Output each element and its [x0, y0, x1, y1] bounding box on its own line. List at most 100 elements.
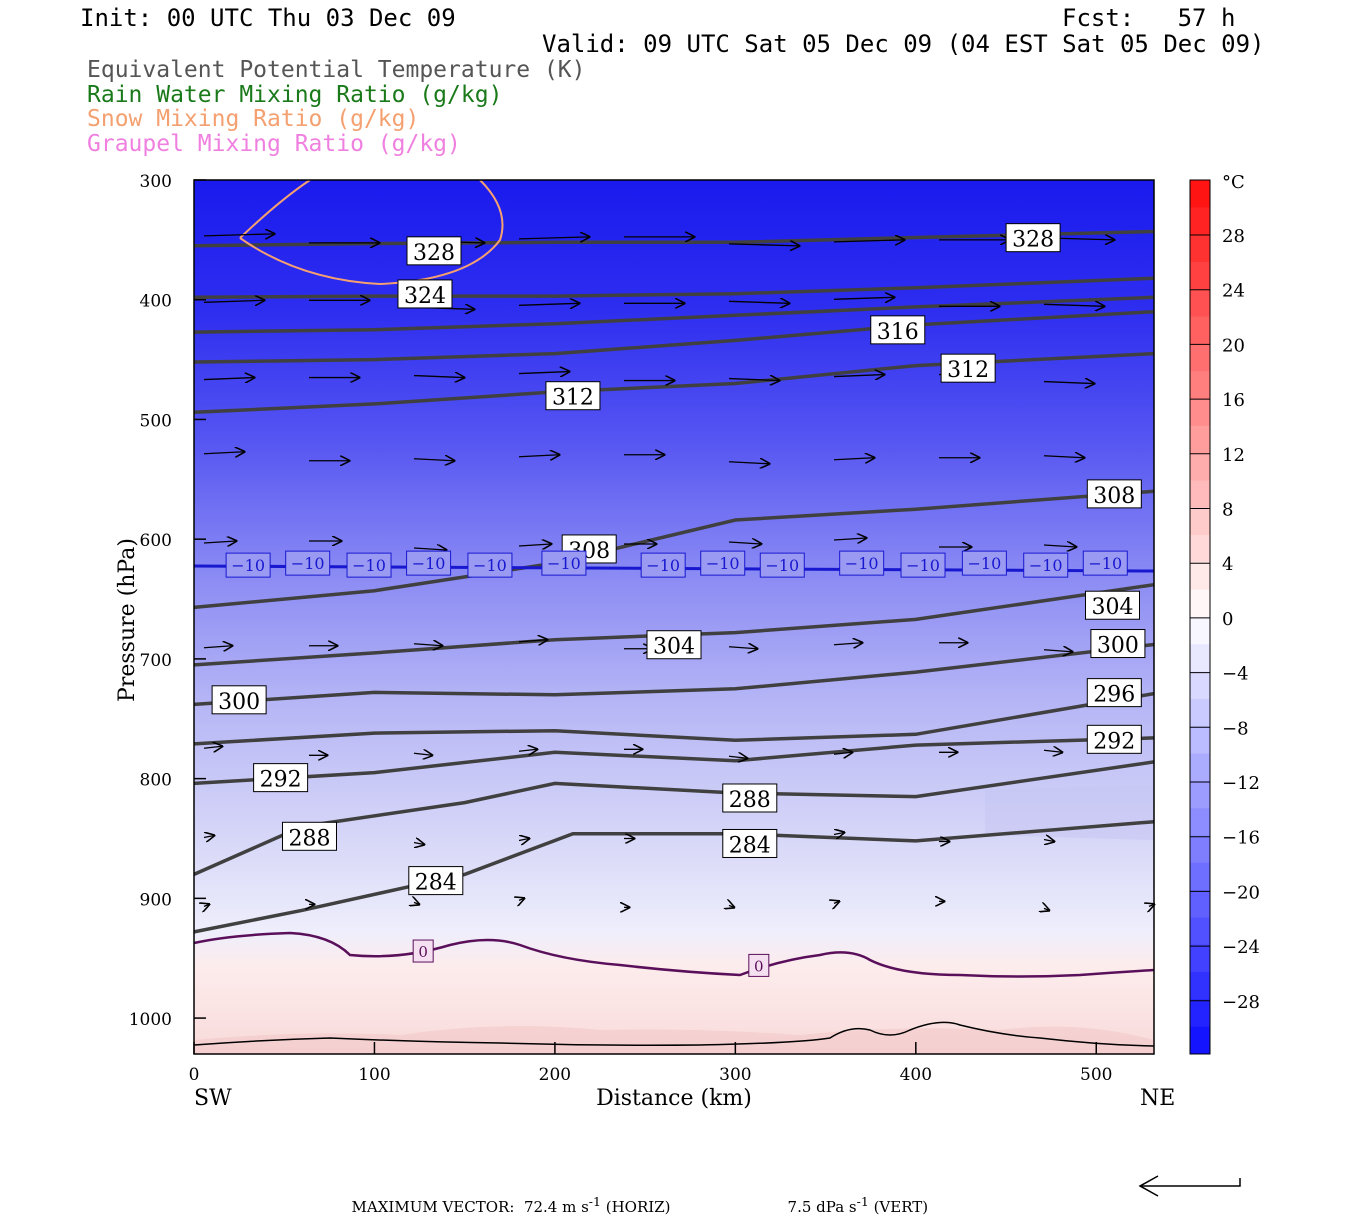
vert-sup: -1	[856, 1194, 869, 1209]
x-axis-label: Distance (km)	[596, 1086, 752, 1111]
contour-label-box	[722, 783, 778, 813]
init-time: Init: 00 UTC Thu 03 Dec 09	[80, 4, 456, 32]
y-tick-label: 300	[140, 172, 172, 192]
isotherm-label-box	[541, 550, 587, 576]
colorbar-swatch	[1190, 535, 1210, 563]
freezing-labels: 00	[412, 939, 770, 977]
colorbar-swatch	[1190, 371, 1210, 399]
contour-label: 296	[1093, 683, 1135, 708]
wind-vector	[413, 753, 432, 755]
isotherm-label-box	[700, 550, 746, 576]
x-tick-label: 400	[900, 1065, 932, 1085]
wind-vector	[518, 749, 537, 751]
colorbar-swatch	[1190, 753, 1210, 782]
max-vector-info: MAXIMUM VECTOR: 72.4 m s-1 (HORIZ)	[342, 1176, 671, 1216]
colorbar-tick-label: 16	[1222, 390, 1245, 411]
y-tick-label: 800	[140, 771, 172, 791]
isotherm-label: −10	[765, 556, 799, 575]
wind-vector	[204, 904, 209, 906]
isotherm-label-box	[961, 550, 1007, 576]
x-tick-label: 100	[358, 1065, 390, 1085]
colorbar-swatch	[1190, 999, 1210, 1028]
wind-vector	[518, 455, 559, 457]
wind-vector	[1043, 750, 1062, 752]
wind-vector	[728, 542, 761, 544]
contour-label: 328	[1012, 228, 1054, 253]
isotherm-label: −10	[231, 556, 265, 575]
theta-e-contour-line	[193, 691, 1155, 746]
wind-vector	[728, 244, 799, 246]
legend-graupel: Graupel Mixing Ratio (g/kg)	[87, 131, 461, 157]
wind-vector	[833, 375, 884, 377]
contour-label-box	[1086, 678, 1142, 708]
wind-vector	[833, 643, 862, 645]
wind-vector	[203, 746, 222, 748]
colorbar-tick-label: −24	[1222, 937, 1260, 958]
colorbar-swatch	[1190, 589, 1210, 618]
colorbar-swatch	[1190, 261, 1210, 290]
contour-label: 312	[552, 386, 594, 411]
contour-label: 304	[653, 635, 695, 660]
isotherm-label-box	[225, 552, 271, 578]
wind-vector	[728, 756, 747, 758]
wind-vector	[833, 240, 904, 242]
reference-vector	[1140, 1178, 1241, 1187]
x-tick-label: 200	[539, 1065, 571, 1085]
wind-vector	[729, 905, 734, 907]
wind-vector	[518, 544, 551, 546]
wind-vector	[203, 646, 232, 648]
colorbar-swatch	[1190, 972, 1210, 1000]
y-axis-ticks: 300 400 500 600 700 800 900 1000	[129, 172, 206, 1030]
isotherm-label-box	[759, 552, 805, 578]
wind-vector	[833, 538, 866, 540]
reference-vector-head	[1138, 1175, 1159, 1197]
wind-vector	[728, 462, 769, 464]
colorbar-tick-label: 24	[1222, 281, 1245, 302]
isotherm-label-box	[839, 550, 885, 576]
freezing-label-box	[748, 953, 770, 977]
y-tick-label: 500	[140, 411, 172, 431]
contour-label: 300	[218, 690, 260, 715]
wind-vector	[518, 372, 569, 374]
contour-label-box	[870, 315, 926, 345]
theta-e-contour-line	[193, 819, 1155, 934]
wind-vector	[413, 644, 442, 646]
colorbar-swatch	[1190, 835, 1210, 864]
colorbar	[1189, 179, 1211, 1055]
theta-e-contour-line	[193, 736, 1155, 786]
contour-label: 292	[1093, 729, 1135, 754]
wind-vector	[834, 901, 839, 903]
wind-vector	[833, 752, 852, 754]
contour-label: 288	[729, 788, 771, 813]
x-left-label: SW	[194, 1086, 232, 1111]
theta-e-contour-line	[193, 489, 1155, 610]
x-right-label: NE	[1140, 1086, 1175, 1111]
temperature-shading	[194, 180, 1154, 1054]
isotherm-labels: −10 −10 −10 −10 −10 −10 −10 −10 −10 −10 −10 −10 −10 −…	[225, 550, 1128, 578]
y-tick-label: 600	[140, 531, 172, 551]
wind-vector	[833, 297, 894, 299]
wind-vector	[413, 459, 454, 461]
x-tick-label: 300	[719, 1065, 751, 1085]
colorbar-tick-label: −8	[1222, 718, 1249, 739]
colorbar-tick-label: 0	[1222, 609, 1233, 630]
y-tick-label: 700	[140, 651, 172, 671]
colorbar-tick-label: −4	[1222, 664, 1249, 685]
wind-vector	[518, 640, 547, 642]
colorbar-swatch	[1190, 726, 1210, 755]
colorbar-tick-label: 4	[1222, 554, 1233, 575]
colorbar-tick-label: −28	[1222, 992, 1260, 1013]
horiz-tag: (HORIZ)	[600, 1198, 671, 1216]
theta-e-contour-line	[193, 229, 1155, 248]
y-tick-label: 1000	[129, 1010, 172, 1030]
isotherm-label: −10	[706, 554, 740, 573]
isotherm-label-box	[406, 550, 452, 576]
contour-label-box	[406, 236, 462, 266]
wind-vector	[1044, 908, 1049, 910]
vert-value: 7.5 dPa s	[787, 1198, 857, 1216]
horiz-sup: -1	[588, 1194, 601, 1209]
colorbar-swatch	[1190, 890, 1210, 918]
colorbar-swatch	[1190, 453, 1210, 481]
